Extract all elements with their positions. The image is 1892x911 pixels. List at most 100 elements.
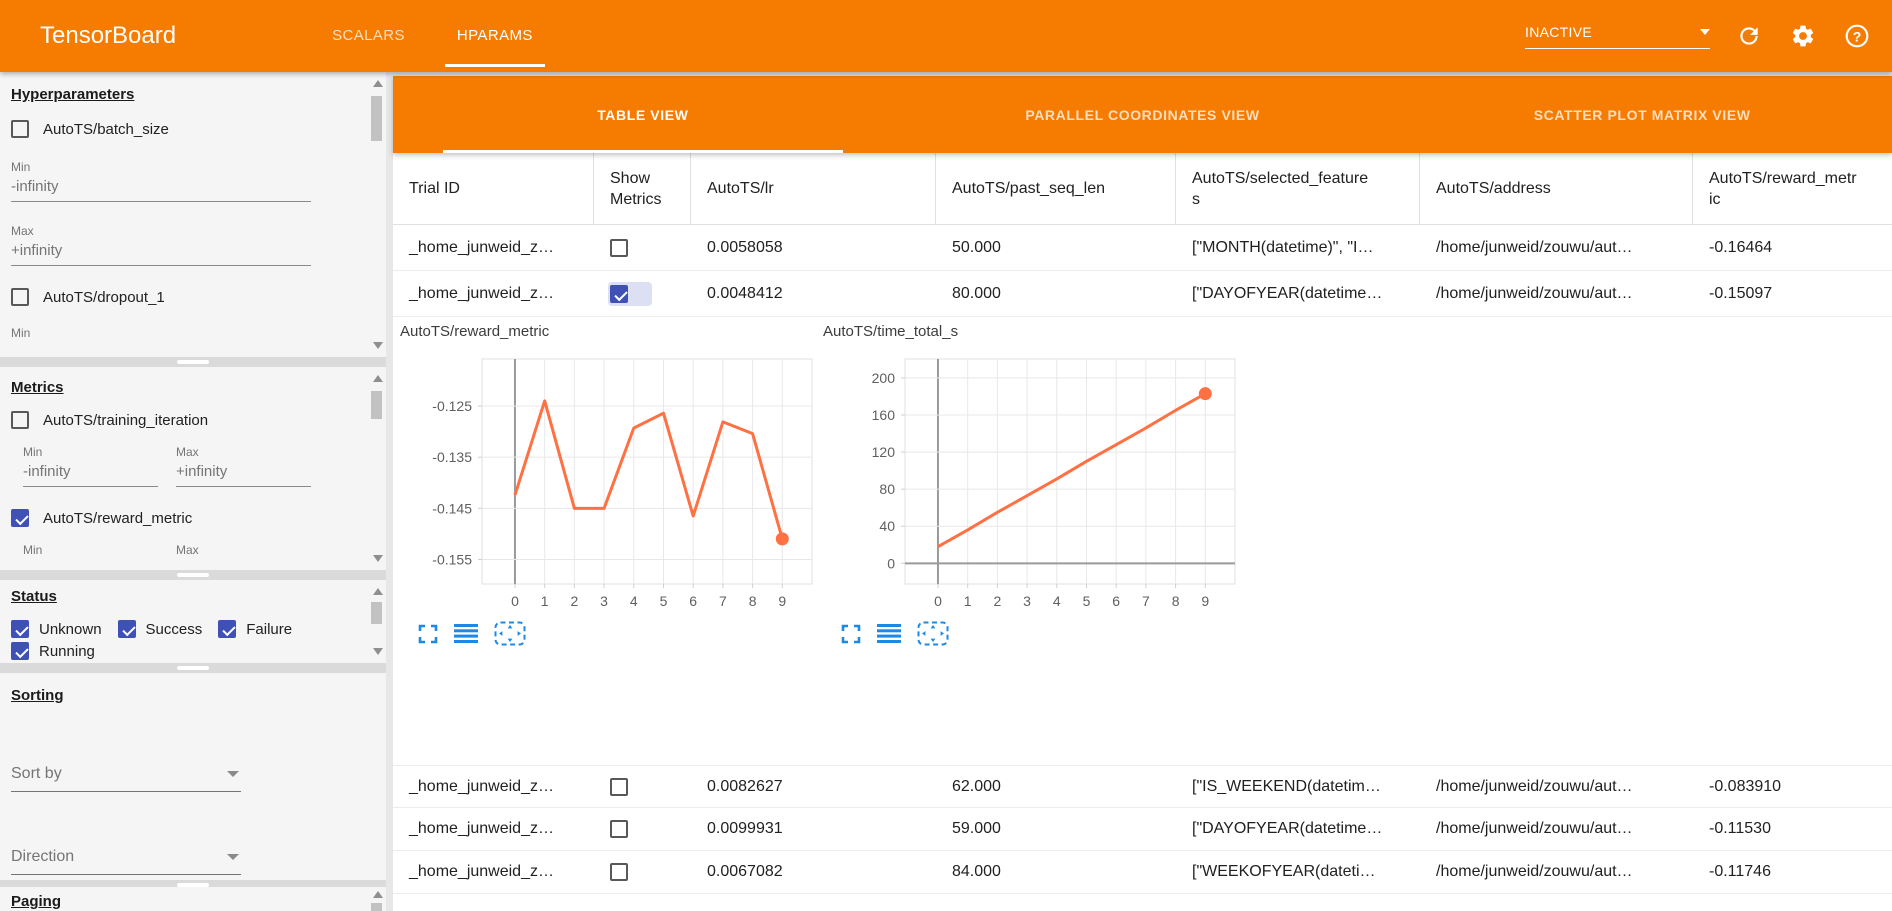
scroll-up-icon[interactable]	[373, 375, 383, 382]
tab-parallel-coordinates-view[interactable]: PARALLEL COORDINATES VIEW	[1025, 106, 1260, 123]
selected-features-cell: ["WEEKOFYEAR(dateti…	[1192, 863, 1376, 880]
section-scrollbar[interactable]	[371, 588, 383, 655]
tab-scalars[interactable]: SCALARS	[332, 27, 405, 44]
sidebar: Hyperparameters AutoTS/batch_size Min Ma…	[0, 72, 386, 911]
show-metrics-checkbox[interactable]	[610, 284, 628, 303]
batch-size-checkbox[interactable]	[11, 120, 29, 138]
tab-hparams[interactable]: HPARAMS	[431, 0, 559, 72]
trial-id-cell[interactable]: _home_junweid_z…	[409, 238, 554, 256]
metrics-panel: Metrics AutoTS/training_iteration Min Ma…	[0, 367, 386, 570]
training-iteration-checkbox[interactable]	[11, 411, 29, 429]
refresh-icon[interactable]	[1736, 23, 1762, 49]
svg-text:4: 4	[1053, 593, 1061, 609]
section-scrollbar[interactable]	[371, 375, 383, 562]
scroll-thumb[interactable]	[371, 903, 382, 911]
tab-scatter-plot-matrix-view[interactable]: SCATTER PLOT MATRIX VIEW	[1533, 106, 1751, 123]
col-past-seq-len[interactable]: AutoTS/past_seq_len	[936, 153, 1176, 224]
svg-text:40: 40	[879, 518, 895, 534]
scroll-up-icon[interactable]	[373, 80, 383, 87]
metric-max-input[interactable]	[176, 459, 311, 487]
top-nav: SCALARS HPARAMS	[306, 0, 559, 72]
panel-resize-handle[interactable]	[0, 880, 386, 887]
help-icon[interactable]: ?	[1844, 23, 1870, 49]
runs-list-icon[interactable]	[877, 624, 901, 643]
scroll-up-icon[interactable]	[373, 891, 383, 898]
trial-id-cell[interactable]: _home_junweid_z…	[409, 284, 554, 302]
svg-text:2: 2	[993, 593, 1001, 609]
panel-resize-handle[interactable]	[0, 570, 386, 580]
hparam-dropout-row: AutoTS/dropout_1	[11, 288, 386, 306]
status-failure: Failure	[218, 620, 292, 638]
fullscreen-icon[interactable]	[418, 624, 438, 644]
panel-resize-handle[interactable]	[0, 663, 386, 673]
scroll-down-icon[interactable]	[373, 648, 383, 655]
svg-text:2: 2	[570, 593, 578, 609]
app-title: TensorBoard	[40, 22, 177, 49]
status-heading: Status	[11, 588, 57, 605]
show-metrics-checkbox[interactable]	[610, 863, 628, 881]
pan-zoom-icon[interactable]	[494, 621, 526, 646]
col-reward-metric[interactable]: AutoTS/reward_metric	[1709, 169, 1857, 208]
col-trial-id[interactable]: Trial ID	[393, 153, 594, 224]
section-scrollbar[interactable]	[371, 80, 383, 349]
reward-metric-label: AutoTS/reward_metric	[43, 509, 193, 527]
success-checkbox[interactable]	[117, 620, 136, 638]
fullscreen-icon[interactable]	[841, 624, 861, 644]
svg-text:-0.155: -0.155	[432, 551, 472, 567]
svg-text:-0.135: -0.135	[432, 449, 472, 465]
svg-text:1: 1	[541, 593, 549, 609]
past-seq-len-cell: 80.000	[952, 284, 1001, 302]
tab-table-view[interactable]: TABLE VIEW	[393, 76, 893, 153]
app-header: TensorBoard SCALARS HPARAMS INACTIVE ?	[0, 0, 1892, 72]
batch-size-max-input[interactable]	[11, 238, 311, 266]
past-seq-len-cell: 50.000	[952, 238, 1001, 256]
col-show-metrics[interactable]: Show Metrics	[594, 153, 691, 224]
scroll-thumb[interactable]	[371, 96, 382, 141]
reward-metric-chart: 0 1 2 3 4 5 6 7 8 9 -0.125 -0.135 -0.145 -0.155	[432, 358, 813, 609]
sort-by-select[interactable]: Sort by	[11, 761, 241, 792]
chevron-down-icon	[1700, 28, 1710, 35]
col-address[interactable]: AutoTS/address	[1420, 153, 1693, 224]
section-scrollbar[interactable]	[371, 891, 383, 911]
dropout-checkbox[interactable]	[11, 288, 29, 306]
trial-id-cell[interactable]: _home_junweid_z…	[409, 820, 554, 837]
scroll-up-icon[interactable]	[373, 588, 383, 595]
trial-id-cell[interactable]: _home_junweid_z…	[409, 863, 554, 880]
running-checkbox[interactable]	[11, 642, 29, 660]
unknown-checkbox[interactable]	[11, 620, 29, 638]
show-metrics-cell	[594, 766, 691, 807]
scroll-thumb[interactable]	[371, 391, 382, 419]
metric-min-max: Min Max	[23, 543, 386, 557]
direction-select[interactable]: Direction	[11, 844, 241, 875]
paging-panel: Paging	[0, 887, 386, 911]
scroll-thumb[interactable]	[371, 602, 382, 624]
metric-min-input[interactable]	[23, 459, 158, 487]
failure-checkbox[interactable]	[218, 620, 237, 638]
paging-heading: Paging	[11, 893, 62, 910]
min-label: Min	[23, 445, 43, 459]
show-metrics-cell	[594, 271, 691, 316]
svg-text:3: 3	[600, 593, 608, 609]
lr-cell: 0.0058058	[707, 238, 783, 256]
svg-text:8: 8	[749, 593, 757, 609]
settings-icon[interactable]	[1790, 23, 1816, 49]
svg-text:7: 7	[719, 593, 727, 609]
col-lr[interactable]: AutoTS/lr	[691, 153, 936, 224]
direction-label: Direction	[11, 848, 75, 865]
show-metrics-checkbox[interactable]	[610, 777, 628, 796]
col-selected-features[interactable]: AutoTS/selected_features	[1176, 153, 1420, 224]
runs-list-icon[interactable]	[454, 624, 478, 643]
show-metrics-checkbox[interactable]	[610, 238, 628, 257]
pan-zoom-icon[interactable]	[917, 621, 949, 646]
status-checkboxes: Unknown Success Failure Running	[11, 620, 321, 660]
panel-resize-handle[interactable]	[0, 357, 386, 367]
run-status-dropdown[interactable]: INACTIVE	[1525, 24, 1710, 49]
trial-id-cell[interactable]: _home_junweid_z…	[409, 777, 554, 795]
show-metrics-checkbox[interactable]	[610, 820, 628, 838]
batch-size-min-input[interactable]	[11, 174, 311, 202]
reward-metric-checkbox[interactable]	[11, 509, 29, 527]
scroll-down-icon[interactable]	[373, 342, 383, 349]
scroll-down-icon[interactable]	[373, 555, 383, 562]
chart-time-total: AutoTS/time_total_s 0 1 2 3 4 5 6 7 8 9 0 40 80 120 16…	[823, 323, 1243, 646]
main-content: TABLE VIEW PARALLEL COORDINATES VIEW SCA…	[393, 72, 1892, 911]
